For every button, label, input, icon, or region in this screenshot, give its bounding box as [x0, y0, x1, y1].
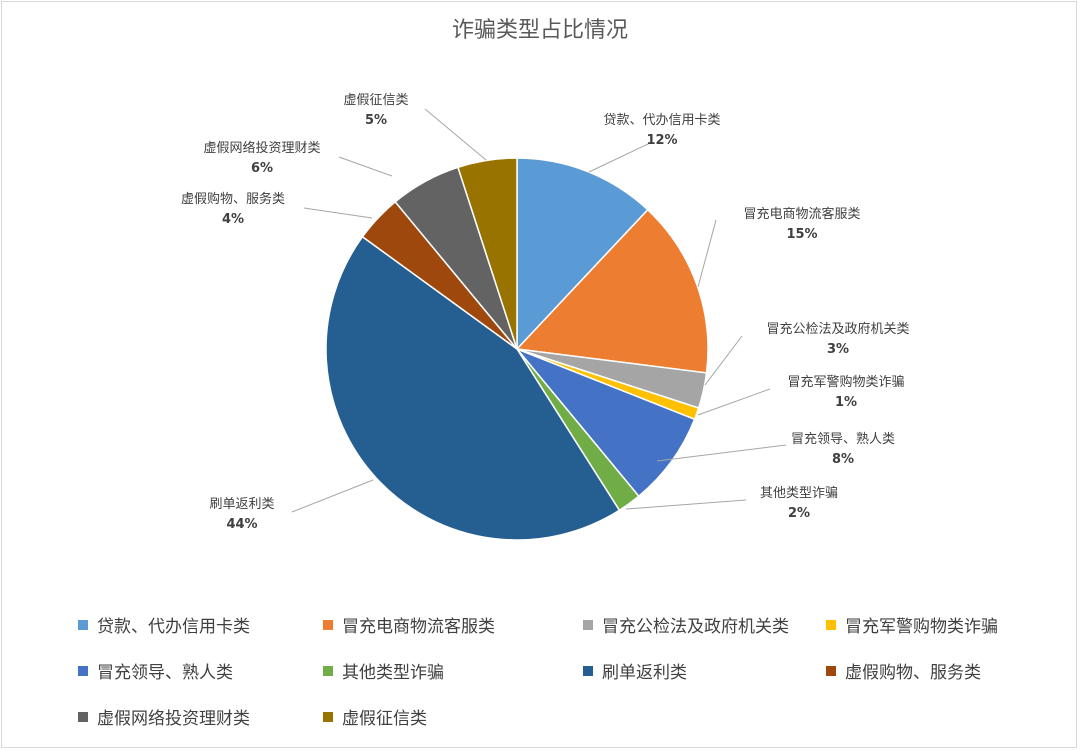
leader-line	[424, 108, 487, 161]
legend-item: 贷款、代办信用卡类	[78, 612, 250, 637]
leader-line	[704, 335, 743, 386]
legend-swatch	[78, 665, 88, 676]
legend-label: 冒充军警购物类诈骗	[845, 617, 998, 637]
legend-label: 冒充领导、熟人类	[97, 663, 233, 683]
data-label-name: 刷单返利类	[209, 497, 274, 512]
legend-label: 虚假购物、服务类	[845, 663, 981, 683]
leader-line	[697, 388, 771, 416]
data-label-name: 虚假网络投资理财类	[203, 140, 320, 156]
legend-item: 冒充公检法及政府机关类	[583, 612, 789, 637]
data-label-percent: 2%	[788, 506, 810, 521]
legend-swatch	[78, 711, 88, 722]
legend-item: 其他类型诈骗	[323, 658, 444, 683]
legend-item: 冒充军警购物类诈骗	[826, 612, 998, 637]
legend-item: 冒充电商物流客服类	[323, 612, 495, 637]
data-label-percent: 5%	[365, 113, 387, 128]
leader-line	[625, 499, 747, 510]
data-label-name: 冒充公检法及政府机关类	[766, 321, 909, 337]
data-label-name: 冒充电商物流客服类	[743, 206, 860, 222]
legend-label: 贷款、代办信用卡类	[97, 617, 250, 637]
pie-slice	[516, 157, 649, 351]
leader-line	[697, 219, 717, 288]
data-label-name: 其他类型诈骗	[760, 486, 838, 501]
leader-line	[656, 444, 787, 462]
legend-label: 冒充电商物流客服类	[342, 617, 495, 637]
legend-swatch	[323, 619, 333, 630]
leader-line	[338, 156, 393, 177]
data-label-name: 虚假征信类	[343, 93, 408, 108]
legend-item: 虚假网络投资理财类	[78, 704, 250, 729]
leader-line	[588, 142, 651, 173]
legend-swatch	[78, 619, 88, 630]
legend-label: 虚假网络投资理财类	[97, 709, 250, 729]
data-label-percent: 15%	[786, 227, 817, 242]
legend-item: 虚假购物、服务类	[826, 658, 981, 683]
legend-swatch	[323, 711, 333, 722]
legend-swatch	[583, 619, 593, 630]
leader-line	[291, 479, 374, 513]
data-label-name: 虚假购物、服务类	[181, 191, 285, 207]
legend-item: 冒充领导、熟人类	[78, 658, 233, 683]
pie-slice	[516, 348, 696, 498]
legend-item: 刷单返利类	[583, 658, 687, 683]
pie-slice	[325, 235, 621, 541]
legend-label: 刷单返利类	[602, 663, 687, 683]
data-label-percent: 3%	[827, 342, 849, 357]
legend-label: 虚假征信类	[342, 709, 427, 729]
legend-swatch	[826, 619, 836, 630]
legend-swatch	[826, 665, 836, 676]
legend-swatch	[583, 665, 593, 676]
data-label-name: 冒充军警购物类诈骗	[787, 374, 904, 390]
data-label-percent: 12%	[646, 133, 677, 148]
legend-swatch	[323, 665, 333, 676]
pie-slice	[515, 208, 709, 374]
pie-slice	[457, 157, 518, 350]
data-label-percent: 4%	[222, 212, 244, 227]
legend-item: 虚假征信类	[323, 704, 427, 729]
data-label-percent: 44%	[226, 517, 257, 532]
leader-line	[303, 207, 373, 219]
legend-label: 其他类型诈骗	[342, 663, 444, 683]
legend-label: 冒充公检法及政府机关类	[602, 617, 789, 637]
data-label-percent: 6%	[251, 161, 273, 176]
data-label-name: 贷款、代办信用卡类	[603, 113, 720, 128]
data-label-percent: 1%	[835, 395, 857, 410]
chart-title: 诈骗类型占比情况	[451, 18, 628, 43]
data-label-name: 冒充领导、熟人类	[791, 431, 895, 447]
data-label-percent: 8%	[832, 452, 854, 467]
